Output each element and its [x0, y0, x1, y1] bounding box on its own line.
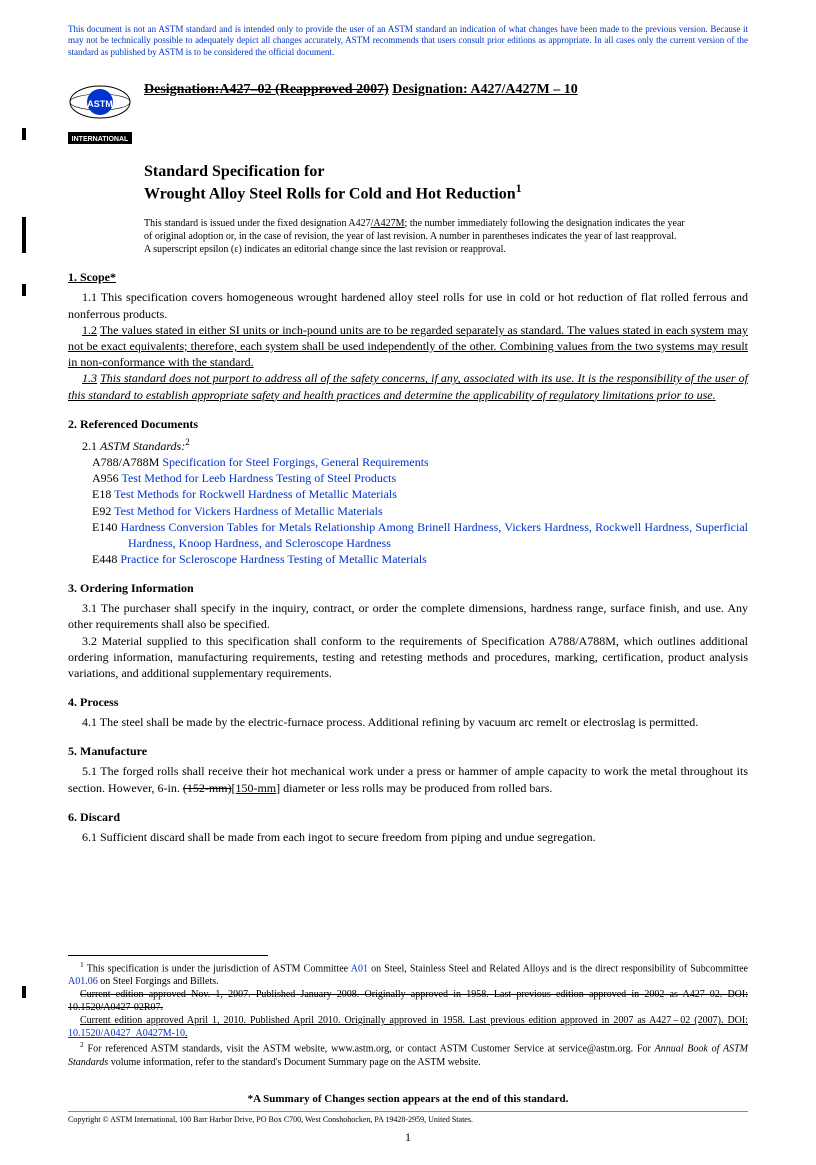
ref-link[interactable]: Test Method for Vickers Hardness of Meta…	[114, 504, 382, 518]
ref-link[interactable]: Specification for Steel Forgings, Genera…	[162, 455, 428, 469]
svg-text:INTERNATIONAL: INTERNATIONAL	[72, 136, 129, 143]
ref-link[interactable]: Test Method for Leeb Hardness Testing of…	[121, 471, 396, 485]
footnote-2: 2 For referenced ASTM standards, visit t…	[68, 1040, 748, 1068]
astm-logo: ASTM INTERNATIONAL	[68, 76, 132, 148]
designation-line: Designation:A427–02 (Reapproved 2007) De…	[144, 82, 578, 98]
old-designation: Designation:A427–02 (Reapproved 2007)	[144, 82, 389, 97]
section-1-head: 1. Scope*	[68, 270, 748, 285]
section-3-head: 3. Ordering Information	[68, 581, 748, 596]
para-6-1: 6.1 Sufficient discard shall be made fro…	[68, 829, 748, 845]
title-line1: Standard Specification for	[144, 162, 748, 181]
summary-of-changes: *A Summary of Changes section appears at…	[68, 1093, 748, 1105]
footnote-link[interactable]: A01	[351, 963, 368, 974]
section-2-head: 2. Referenced Documents	[68, 417, 748, 432]
ref-link[interactable]: Test Methods for Rockwell Hardness of Me…	[114, 487, 397, 501]
section-4-head: 4. Process	[68, 695, 748, 710]
ref-item: E92 Test Method for Vickers Hardness of …	[128, 503, 748, 519]
issuance-note: This standard is issued under the fixed …	[144, 217, 708, 256]
footnote-1-new: Current edition approved April 1, 2010. …	[68, 1014, 748, 1040]
section-5-head: 5. Manufacture	[68, 744, 748, 759]
para-3-1: 3.1 The purchaser shall specify in the i…	[68, 600, 748, 632]
ref-item: A788/A788M Specification for Steel Forgi…	[128, 454, 748, 470]
footnote-link[interactable]: A01.06	[68, 976, 98, 987]
disclaimer-text: This document is not an ASTM standard an…	[68, 24, 748, 58]
svg-text:ASTM: ASTM	[87, 99, 113, 109]
para-1-1: 1.1 This specification covers homogeneou…	[68, 289, 748, 321]
title-line2: Wrought Alloy Steel Rolls for Cold and H…	[144, 181, 748, 204]
ref-link[interactable]: Hardness Conversion Tables for Metals Re…	[121, 520, 748, 550]
ref-item: E18 Test Methods for Rockwell Hardness o…	[128, 486, 748, 502]
para-3-2: 3.2 Material supplied to this specificat…	[68, 633, 748, 682]
para-1-3: 1.3 This standard does not purport to ad…	[68, 370, 748, 402]
para-2-1: 2.1 ASTM Standards:2	[68, 436, 748, 454]
para-4-1: 4.1 The steel shall be made by the elect…	[68, 714, 748, 730]
section-6-head: 6. Discard	[68, 810, 748, 825]
copyright-line: Copyright © ASTM International, 100 Barr…	[68, 1111, 748, 1124]
title-block: Standard Specification for Wrought Alloy…	[144, 162, 748, 204]
ref-item: E448 Practice for Scleroscope Hardness T…	[128, 551, 748, 567]
header-row: ASTM INTERNATIONAL Designation:A427–02 (…	[68, 76, 748, 148]
para-5-1: 5.1 The forged rolls shall receive their…	[68, 763, 748, 795]
doi-link[interactable]: 10.1520/A0427_A0427M-10	[68, 1028, 185, 1039]
footnote-1: 1 This specification is under the jurisd…	[68, 960, 748, 988]
ref-item: A956 Test Method for Leeb Hardness Testi…	[128, 470, 748, 486]
para-1-2: 1.2 The values stated in either SI units…	[68, 322, 748, 371]
ref-item: E140 Hardness Conversion Tables for Meta…	[128, 519, 748, 551]
page-number: 1	[68, 1130, 748, 1145]
ref-link[interactable]: Practice for Scleroscope Hardness Testin…	[120, 552, 427, 566]
footnote-1-struck: Current edition approved Nov. 1, 2007. P…	[68, 988, 748, 1014]
new-designation: Designation: A427/A427M – 10	[392, 82, 578, 97]
